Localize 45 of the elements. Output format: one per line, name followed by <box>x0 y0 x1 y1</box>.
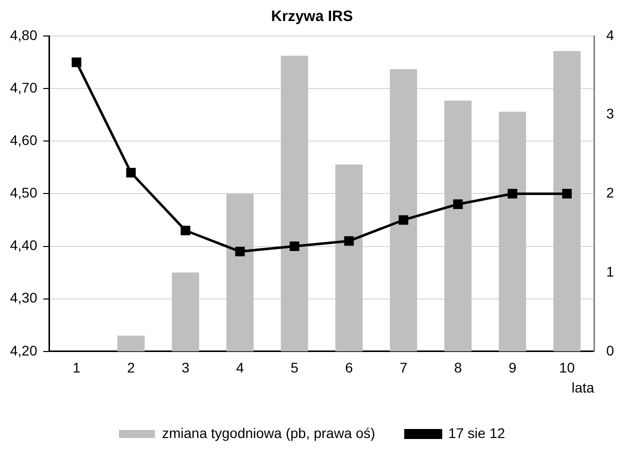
point <box>126 168 136 178</box>
y-tick-label: 4,70 <box>10 79 38 96</box>
x-tick-label: 4 <box>236 360 244 376</box>
y-tick-label: 4,30 <box>10 290 38 306</box>
x-tick-label: 2 <box>127 360 136 376</box>
point <box>290 241 300 252</box>
x-tick-label: 10 <box>559 360 575 376</box>
bar <box>498 112 526 352</box>
point <box>562 188 572 198</box>
point <box>235 246 245 256</box>
bar <box>444 100 472 352</box>
x-tick-label: 6 <box>345 360 354 376</box>
y-tick-label: 4,20 <box>10 342 38 358</box>
bar <box>117 336 145 352</box>
x-tick-label: 8 <box>454 360 462 376</box>
point <box>453 199 463 209</box>
bar <box>553 50 581 352</box>
legend-label: 17 sie 12 <box>448 424 506 441</box>
point <box>72 58 82 68</box>
y-tick-label: 4,40 <box>10 237 38 254</box>
y-tick-label: 4,60 <box>10 132 38 148</box>
y2-tick-label: 3 <box>606 106 614 122</box>
chart-title: Krzywa IRS <box>271 8 353 26</box>
bar <box>226 194 254 352</box>
y2-tick-label: 1 <box>606 263 614 280</box>
y2-tick-label: 2 <box>606 184 614 201</box>
x-tick-label: 1 <box>72 360 81 376</box>
point <box>180 226 190 236</box>
bar <box>280 56 308 352</box>
y2-tick-label: 0 <box>606 342 614 358</box>
x-tick-label: 3 <box>182 360 190 376</box>
legend-label: zmiana tygodniowa (pb, prawa oś) <box>162 424 376 441</box>
x-tick-label: 9 <box>508 360 517 376</box>
bar <box>172 272 200 352</box>
bar <box>335 164 363 352</box>
x-tick-label: 7 <box>400 360 408 376</box>
point <box>398 215 408 225</box>
x-axis-title: lata <box>572 379 594 396</box>
point <box>508 188 518 198</box>
y2-tick-label: 4 <box>606 26 614 43</box>
bar <box>390 69 418 352</box>
point <box>344 236 354 246</box>
x-tick-label: 5 <box>290 360 299 376</box>
y-tick-label: 4,50 <box>10 184 38 201</box>
y-tick-label: 4,80 <box>10 26 38 43</box>
